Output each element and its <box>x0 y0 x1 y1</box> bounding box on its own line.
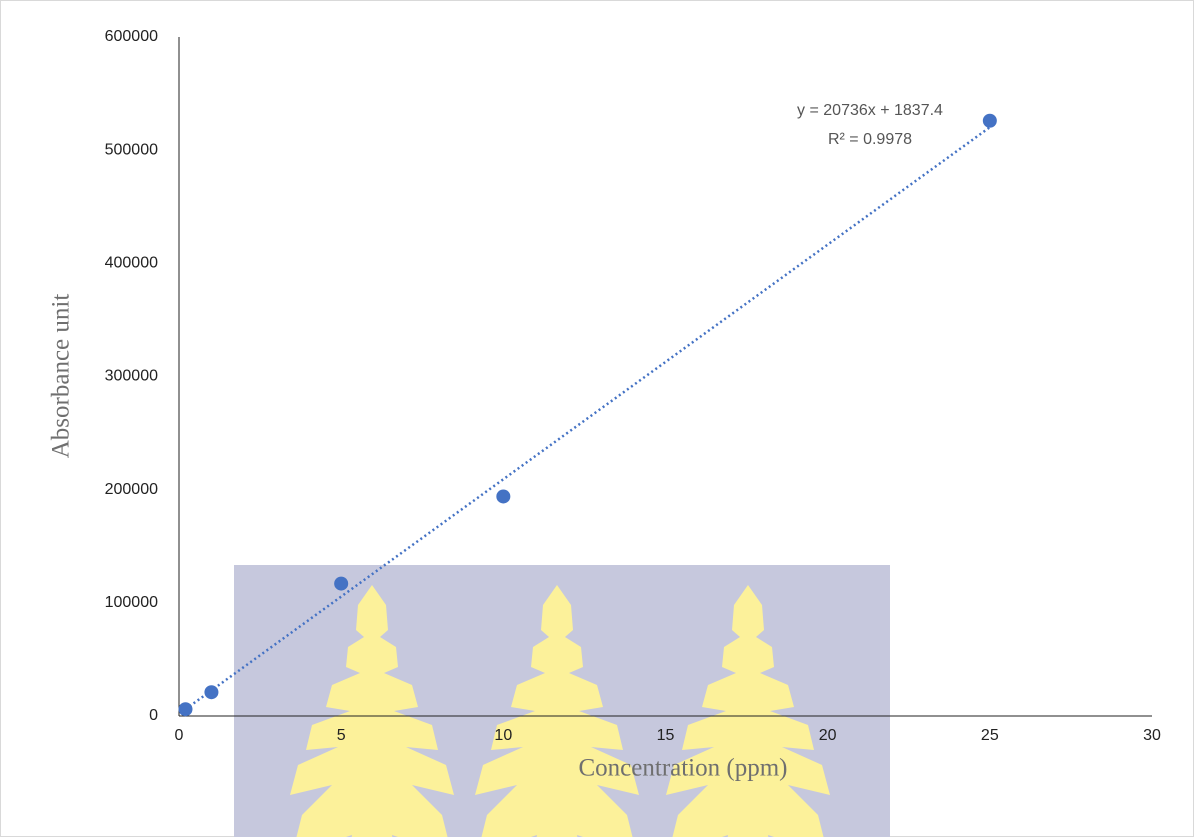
x-tick-label: 30 <box>1143 727 1161 744</box>
y-tick-label: 500000 <box>105 141 158 158</box>
y-tick-label: 200000 <box>105 481 158 498</box>
x-tick-label: 0 <box>175 727 184 744</box>
point <box>982 113 997 128</box>
x-tick-label: 10 <box>494 727 512 744</box>
x-tick-label: 15 <box>657 727 675 744</box>
x-tick-label: 20 <box>819 727 837 744</box>
trendline-r-squared: R² = 0.9978 <box>828 131 912 148</box>
y-tick-label: 0 <box>149 707 158 724</box>
trendline-equation: y = 20736x + 1837.4 <box>797 102 943 119</box>
y-tick-label: 300000 <box>105 368 158 385</box>
y-axis-title: Absorbance unit <box>48 294 75 459</box>
y-tick-label: 100000 <box>105 594 158 611</box>
y-tick-label: 400000 <box>105 255 158 272</box>
y-tick-label: 600000 <box>105 28 158 45</box>
x-axis-title: Concentration (ppm) <box>579 755 788 782</box>
point <box>204 685 219 700</box>
watermark <box>234 565 890 837</box>
point <box>334 576 349 591</box>
x-tick-label: 5 <box>337 727 346 744</box>
point <box>178 702 193 717</box>
x-tick-label: 25 <box>981 727 999 744</box>
trendline <box>184 126 991 711</box>
point <box>496 489 511 504</box>
